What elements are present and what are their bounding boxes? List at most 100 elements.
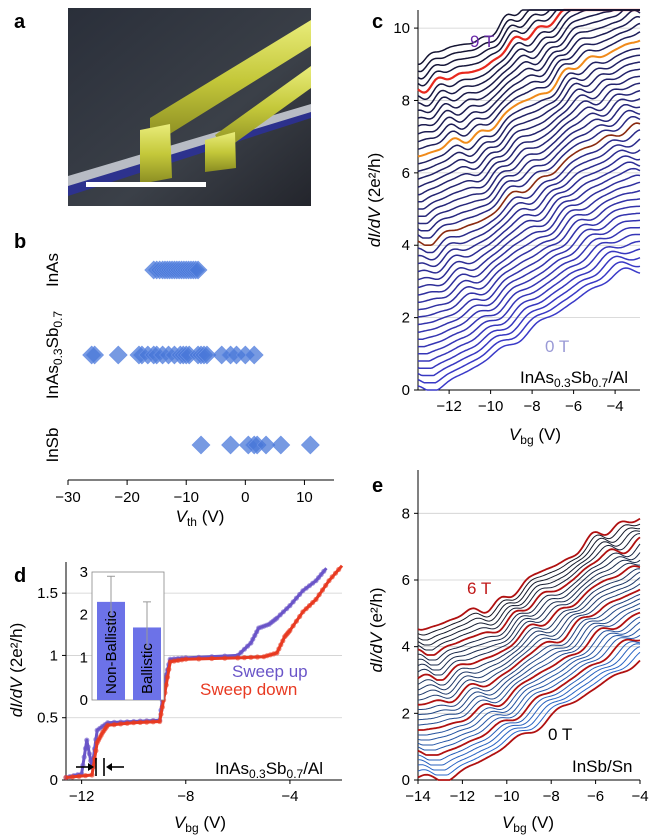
trace-line [417, 536, 641, 656]
d-x-label: Vbg (V) [174, 813, 226, 835]
d-data-point [306, 603, 313, 609]
d-data-point [85, 744, 91, 750]
d-data-point [235, 655, 241, 661]
d-data-point [290, 623, 296, 629]
d-data-point [84, 737, 90, 743]
d-data-point [131, 720, 137, 726]
b-x-tick-label: 0 [241, 489, 249, 506]
d-data-point [280, 609, 286, 615]
d-data-point [158, 711, 164, 717]
y-tick-label: 0 [402, 382, 410, 399]
b-data-point [271, 435, 291, 455]
trace-line [417, 568, 641, 686]
trace-line [417, 109, 641, 232]
trace-line [417, 559, 641, 671]
d-data-point [280, 638, 286, 644]
d-data-point [274, 615, 280, 621]
d-data-point [171, 658, 177, 664]
d-data-point [137, 719, 143, 726]
e-x-label: Vbg (V) [502, 813, 554, 835]
y-tick-label: 4 [402, 639, 410, 656]
trace-line [417, 155, 641, 274]
d-y-tick-label: 0.5 [37, 710, 58, 727]
c-x-label: Vbg (V) [509, 425, 561, 447]
d-data-point [254, 654, 260, 660]
b-x-tick-label: −30 [55, 489, 80, 506]
b-data-point [300, 435, 320, 455]
b-category-label: InAs0.3Sb0.7 [43, 311, 65, 400]
panel-label-c: c [372, 11, 383, 33]
b-data-point [197, 345, 217, 365]
trace-line [418, 212, 641, 333]
d-data-point [313, 596, 319, 603]
d-data-point [336, 566, 342, 573]
trace-line [417, 54, 641, 173]
d-data-point [310, 599, 316, 606]
trace-line [417, 651, 641, 776]
b-data-point [108, 345, 128, 365]
trace-line [417, 9, 641, 127]
sem-micrograph [68, 8, 311, 206]
trace-line [417, 22, 641, 143]
d-legend-sweep-down: Sweep down [200, 680, 297, 699]
d-data-point [297, 613, 303, 620]
d-data-point [164, 674, 171, 680]
b-data-point [85, 345, 105, 365]
inset-y-tick-label: 2 [80, 607, 88, 624]
d-data-point [175, 657, 181, 664]
b-category-label: InSb [43, 428, 62, 463]
d-material-label: InAs0.3Sb0.7/Al [215, 759, 323, 781]
y-tick-label: 2 [402, 705, 410, 722]
b-x-label: Vth (V) [176, 507, 225, 529]
d-data-point [241, 646, 247, 652]
inset-bar-label: Ballistic [139, 643, 156, 694]
trace-line [417, 31, 641, 150]
trace-line [417, 517, 641, 631]
trace-line [417, 205, 641, 326]
d-data-point [319, 587, 326, 593]
trace-line [417, 552, 641, 666]
trace-line [417, 533, 641, 651]
trace-line [418, 607, 641, 726]
d-data-point [241, 655, 247, 661]
e-field-label-top: 6 T [467, 579, 491, 598]
trace-line [417, 267, 641, 391]
b-data-point [221, 435, 240, 455]
inset-bar-label: Non-Ballistic [103, 610, 120, 694]
trace-line [418, 98, 641, 218]
d-data-point [76, 773, 82, 779]
b-data-point [244, 345, 264, 365]
trace-line [418, 233, 640, 355]
trace-line [417, 530, 641, 646]
trace-line [417, 61, 641, 180]
d-y-tick-label: 1 [50, 647, 58, 664]
trace-line [417, 565, 641, 681]
x-tick-label: −14 [405, 788, 430, 805]
c-y-label: dI/dV (2e²/h) [365, 153, 384, 248]
d-data-point [290, 599, 296, 605]
d-data-point [167, 659, 173, 665]
trace-line [417, 638, 641, 756]
trace-line [418, 82, 641, 203]
d-data-point [159, 704, 165, 710]
x-tick-label: −12 [436, 398, 461, 415]
trace-line [417, 628, 641, 746]
trace-line [417, 616, 641, 736]
d-data-point [209, 655, 215, 662]
trace-line [417, 634, 641, 751]
c-field-label-top: 9 T [470, 32, 494, 51]
trace-line [417, 138, 641, 261]
e-material-label: InSb/Sn [572, 757, 633, 776]
d-y-tick-label: 0 [50, 772, 58, 789]
y-tick-label: 2 [402, 310, 410, 327]
y-tick-label: 0 [402, 772, 410, 789]
d-data-point [303, 606, 309, 612]
d-data-point [196, 656, 202, 662]
trace-line [417, 9, 640, 120]
trace-line [417, 174, 641, 296]
d-legend-sweep-up: Sweep up [232, 662, 308, 681]
d-data-point [118, 721, 124, 727]
trace-line [417, 255, 641, 377]
d-data-point [63, 774, 69, 781]
